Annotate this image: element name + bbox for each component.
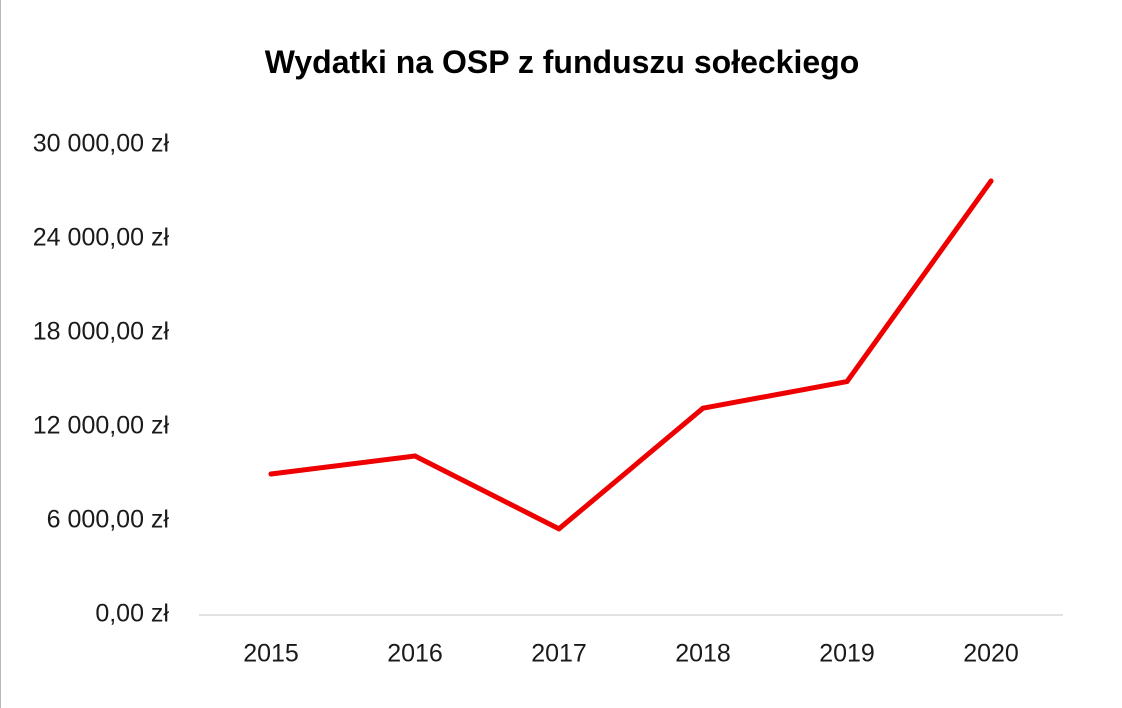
x-tick-label: 2020 xyxy=(963,640,1019,668)
data-point xyxy=(412,453,418,459)
y-tick-label: 24 000,00 zł xyxy=(33,224,170,252)
x-tick-label: 2019 xyxy=(819,640,875,668)
data-point xyxy=(700,405,706,411)
data-point xyxy=(844,379,850,385)
data-point xyxy=(988,178,994,184)
y-tick-label: 12 000,00 zł xyxy=(33,412,170,440)
y-tick-label: 6 000,00 zł xyxy=(47,506,170,534)
data-point xyxy=(268,471,274,477)
y-tick-label: 18 000,00 zł xyxy=(33,318,170,346)
data-point xyxy=(556,526,562,532)
chart-title: Wydatki na OSP z funduszu sołeckiego xyxy=(264,44,860,80)
y-tick-label: 30 000,00 zł xyxy=(33,130,170,158)
x-tick-label: 2016 xyxy=(387,640,443,668)
y-tick-label: 0,00 zł xyxy=(95,600,169,628)
series-line xyxy=(268,178,994,532)
x-tick-label: 2017 xyxy=(531,640,587,668)
x-tick-label: 2018 xyxy=(675,640,731,668)
x-tick-label: 2015 xyxy=(243,640,299,668)
